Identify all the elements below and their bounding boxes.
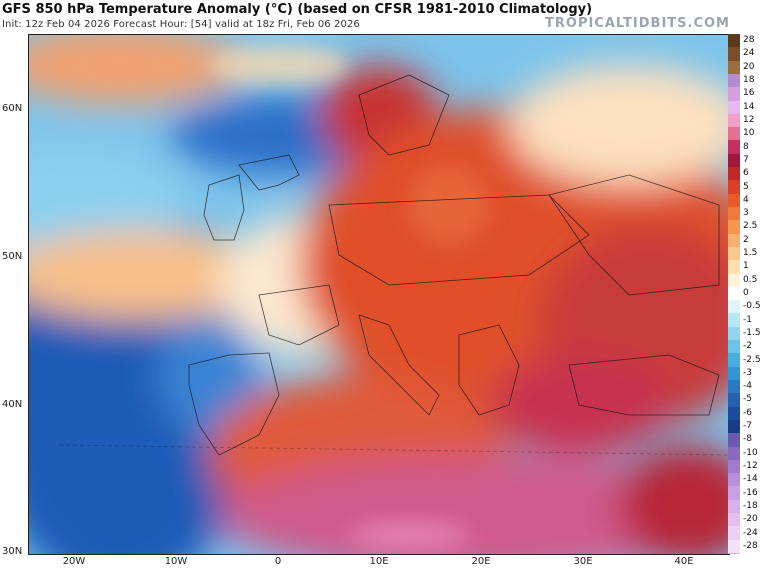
colorbar-label: 10 [743,128,755,139]
colorbar-label: 1 [743,261,749,272]
colorbar-label: -3 [743,367,752,378]
colorbar-swatch [728,486,740,501]
colorbar-label: -2 [743,341,752,352]
colorbar-swatch [728,140,740,155]
lon-label: 40E [674,556,694,567]
colorbar-swatch [728,113,740,129]
colorbar-label: 16 [743,88,755,99]
colorbar-label: -1.5 [743,327,761,338]
colorbar-label: 2 [743,234,749,245]
lon-label: 20W [62,556,86,567]
coastlines [58,74,729,456]
lon-label: 20E [471,556,491,567]
anomaly-map-svg [29,35,729,554]
lon-label: 0 [274,556,282,567]
colorbar-swatch [728,459,740,475]
colorbar-swatch [728,87,740,102]
colorbar-swatch [728,446,740,461]
colorbar-swatch [728,406,740,421]
colorbar-label: -16 [743,487,758,498]
colorbar-swatch [728,73,740,89]
colorbar-label: -6 [743,407,752,418]
lon-label: 30E [573,556,593,567]
colorbar-swatch [728,153,740,169]
colorbar-label: 4 [743,194,749,205]
colorbar-swatch [728,473,740,488]
colorbar-swatch [728,60,740,75]
colorbar-swatch [728,499,740,515]
site-brand[interactable]: TROPICALTIDBITS.COM [545,16,730,31]
colorbar-swatch [728,380,740,395]
colorbar-label: 28 [743,35,755,46]
colorbar-swatch [728,393,740,408]
lon-label: 10W [164,556,188,567]
colorbar-swatch [728,100,740,115]
colorbar-swatch [728,34,740,49]
colorbar-swatch [728,127,740,142]
colorbar-label: 0.5 [743,274,758,285]
colorbar-swatch [728,419,740,435]
colorbar-label: -2.5 [743,354,761,365]
colorbar-swatch [728,366,740,381]
colorbar-label: -1 [743,314,752,325]
colorbar-label: 24 [743,48,755,59]
lat-label: 40N [2,399,23,410]
colorbar-swatch [728,353,740,368]
colorbar-label: -14 [743,474,758,485]
colorbar-label: -7 [743,421,752,432]
colorbar-swatch [728,246,740,262]
colorbar-label: -8 [743,434,752,445]
colorbar-label: 0 [743,288,749,298]
colorbar-label: 2.5 [743,221,758,232]
colorbar-label: 5 [743,181,749,192]
colorbar-swatch [728,167,740,182]
colorbar-swatch [728,326,740,342]
colorbar-swatch [728,273,740,288]
colorbar-label: 7 [743,154,749,165]
chart-subtitle: Init: 12z Feb 04 2026 Forecast Hour: [54… [2,19,360,30]
colorbar-label: -5 [743,394,752,405]
colorbar-swatch [728,47,740,62]
colorbar-swatch [728,513,740,528]
colorbar-label: 6 [743,168,749,179]
colorbar-swatch [728,260,740,275]
anomaly-map [28,34,730,555]
colorbar-label: 8 [743,141,749,152]
colorbar-label: 18 [743,75,755,86]
colorbar-legend: 28 24 20 18 16 14 12 10 8 7 6 5 4 3 2.5 2 1.5 1 0.5 0 -0.5 -1… [728,34,768,554]
colorbar-swatch [728,220,740,235]
colorbar-label: -28 [743,540,758,551]
colorbar-swatch [728,180,740,195]
colorbar-swatch [728,526,740,541]
colorbar-label: 3 [743,208,749,219]
colorbar-label: -24 [743,527,758,538]
colorbar-swatch [728,300,740,315]
colorbar-label: -18 [743,500,758,511]
lat-label: 60N [2,103,23,114]
colorbar-label: -4 [743,381,752,392]
colorbar-swatch [728,433,740,448]
colorbar-label: 1.5 [743,248,758,259]
colorbar-swatch [728,286,740,302]
lat-label: 30N [2,546,23,557]
colorbar-label: -10 [743,447,758,458]
colorbar-swatch [728,233,740,248]
colorbar-swatch [728,539,740,554]
colorbar-swatch [728,340,740,355]
colorbar-label: -20 [743,514,758,525]
lon-label: 10E [369,556,389,567]
colorbar-swatch [728,207,740,222]
colorbar-label: 12 [743,115,755,125]
colorbar-label: 14 [743,101,755,112]
colorbar-label: -12 [743,461,758,471]
colorbar-label: 20 [743,61,755,72]
colorbar-label: -0.5 [743,301,761,312]
lat-label: 50N [2,251,23,262]
colorbar-swatch [728,313,740,328]
chart-title: GFS 850 hPa Temperature Anomaly (°C) (ba… [2,2,593,17]
colorbar-swatch [728,193,740,208]
